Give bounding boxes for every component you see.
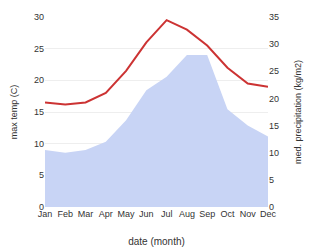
svg-text:30: 30	[269, 39, 279, 49]
svg-text:5: 5	[269, 175, 274, 185]
svg-text:date (month): date (month)	[128, 236, 185, 247]
svg-text:0: 0	[269, 202, 274, 212]
svg-text:Sep: Sep	[199, 209, 215, 219]
svg-text:Aug: Aug	[179, 209, 195, 219]
svg-text:May: May	[118, 209, 136, 219]
svg-text:Feb: Feb	[58, 209, 74, 219]
svg-text:5: 5	[39, 170, 44, 180]
svg-text:med. precipitation (kg/m2): med. precipitation (kg/m2)	[293, 60, 303, 164]
svg-text:max temp (C): max temp (C)	[9, 85, 19, 140]
svg-text:Nov: Nov	[240, 209, 257, 219]
svg-text:0: 0	[39, 202, 44, 212]
svg-text:Oct: Oct	[220, 209, 235, 219]
svg-text:Jan: Jan	[38, 209, 53, 219]
svg-text:Apr: Apr	[99, 209, 113, 219]
svg-text:35: 35	[269, 12, 279, 22]
svg-text:15: 15	[269, 121, 279, 131]
svg-text:Dec: Dec	[260, 209, 277, 219]
svg-text:Jul: Jul	[161, 209, 173, 219]
svg-text:25: 25	[34, 44, 44, 54]
svg-text:Jun: Jun	[139, 209, 154, 219]
svg-text:15: 15	[34, 107, 44, 117]
svg-text:10: 10	[269, 148, 279, 158]
svg-text:Mar: Mar	[78, 209, 94, 219]
svg-text:25: 25	[269, 66, 279, 76]
svg-text:20: 20	[269, 94, 279, 104]
svg-text:10: 10	[34, 139, 44, 149]
svg-text:20: 20	[34, 75, 44, 85]
svg-text:30: 30	[34, 12, 44, 22]
